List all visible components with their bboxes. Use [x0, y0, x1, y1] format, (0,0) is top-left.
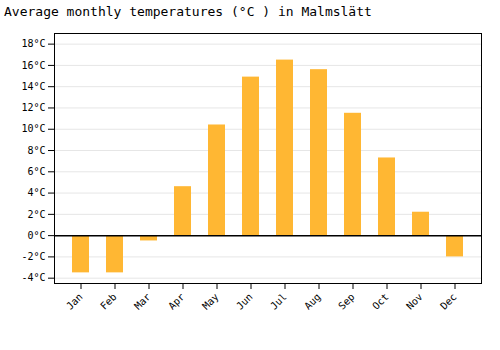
- svg-text:18°C: 18°C: [21, 38, 45, 49]
- svg-text:Sep: Sep: [336, 291, 357, 312]
- svg-text:8°C: 8°C: [27, 145, 45, 156]
- svg-text:Jun: Jun: [234, 291, 255, 312]
- svg-text:Jan: Jan: [64, 291, 85, 312]
- svg-text:-2°C: -2°C: [21, 251, 45, 262]
- svg-text:16°C: 16°C: [21, 60, 45, 71]
- svg-text:6°C: 6°C: [27, 166, 45, 177]
- svg-text:May: May: [200, 291, 221, 312]
- svg-text:Dec: Dec: [438, 291, 459, 312]
- svg-text:14°C: 14°C: [21, 81, 45, 92]
- svg-text:10°C: 10°C: [21, 123, 45, 134]
- svg-text:Aug: Aug: [302, 291, 323, 312]
- svg-text:2°C: 2°C: [27, 209, 45, 220]
- svg-text:12°C: 12°C: [21, 102, 45, 113]
- svg-text:Mar: Mar: [132, 291, 153, 312]
- svg-text:0°C: 0°C: [27, 230, 45, 241]
- svg-text:Nov: Nov: [404, 291, 425, 312]
- svg-text:-4°C: -4°C: [21, 272, 45, 283]
- svg-text:4°C: 4°C: [27, 187, 45, 198]
- svg-text:Feb: Feb: [98, 291, 119, 312]
- svg-text:Jul: Jul: [268, 291, 289, 312]
- svg-text:Apr: Apr: [166, 291, 187, 312]
- svg-text:Oct: Oct: [370, 291, 391, 312]
- html-text:Average monthly temperatures (: Average monthly temperatures (°C ) in Ma…: [4, 4, 372, 19]
